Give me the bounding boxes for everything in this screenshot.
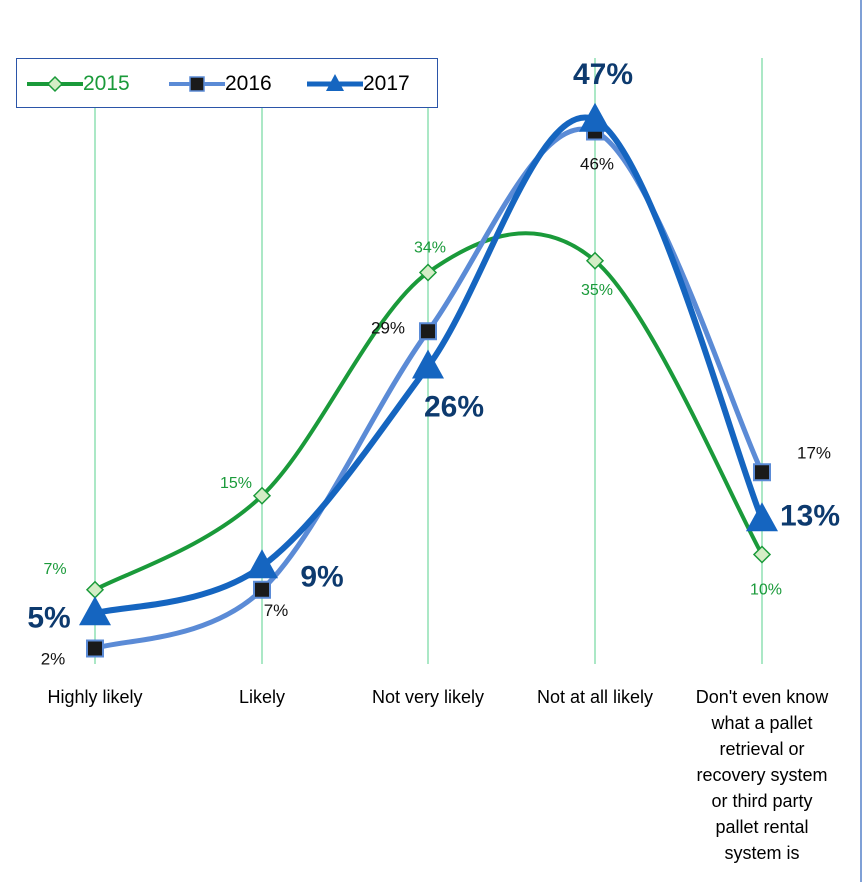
- point-2015: [252, 486, 272, 505]
- point-2016: [419, 322, 437, 341]
- point-2016: [86, 639, 104, 658]
- category-label: Don't even know what a pallet retrieval …: [695, 687, 829, 863]
- legend-line-icon-2017: [307, 74, 363, 91]
- point-2017: [79, 596, 111, 626]
- series-line-2017: [92, 114, 765, 617]
- category-label: Not at all likely: [536, 687, 654, 707]
- point-2015: [85, 580, 105, 599]
- legend-item-2015: 2015: [25, 69, 160, 99]
- legend-label-2017: 2017: [363, 72, 410, 95]
- data-label-2016: 2%: [41, 650, 66, 669]
- point-2015: [752, 545, 772, 564]
- legend-item-2016: 2016: [167, 69, 302, 99]
- data-label-2017: 47%: [573, 58, 633, 91]
- data-label-2017: 26%: [424, 391, 484, 424]
- legend-label-2016: 2016: [225, 72, 272, 95]
- legend-line-icon-2016: [169, 76, 225, 92]
- point-2017: [246, 549, 278, 579]
- point-2015: [585, 251, 605, 270]
- data-label-2017: 13%: [780, 499, 840, 532]
- point-2015: [418, 263, 438, 282]
- data-label-2016: 17%: [797, 443, 831, 462]
- data-label-2016: 7%: [264, 601, 289, 620]
- legend: 2015 2016 2017: [16, 58, 438, 108]
- legend-item-2017: 2017: [305, 69, 440, 99]
- legend-line-icon-2015: [27, 75, 83, 93]
- data-label-2015: 15%: [220, 475, 252, 492]
- data-label-2016: 46%: [580, 155, 614, 174]
- data-label-2016: 29%: [371, 318, 405, 337]
- legend-label-2015: 2015: [83, 72, 130, 95]
- point-2016: [753, 463, 771, 482]
- data-label-2015: 10%: [750, 582, 782, 599]
- category-label: Highly likely: [47, 687, 143, 707]
- data-label-2015: 7%: [43, 561, 66, 578]
- point-2017: [746, 502, 778, 532]
- data-label-2015: 34%: [414, 240, 446, 257]
- point-2017: [579, 102, 611, 132]
- point-2017: [412, 349, 444, 379]
- chart-border: [860, 0, 862, 882]
- data-label-2017: 5%: [27, 601, 70, 634]
- point-2016: [253, 580, 271, 599]
- data-label-2017: 9%: [300, 560, 343, 593]
- category-label: Not very likely: [371, 687, 485, 707]
- data-label-2015: 35%: [581, 282, 613, 299]
- category-label: Likely: [238, 687, 286, 707]
